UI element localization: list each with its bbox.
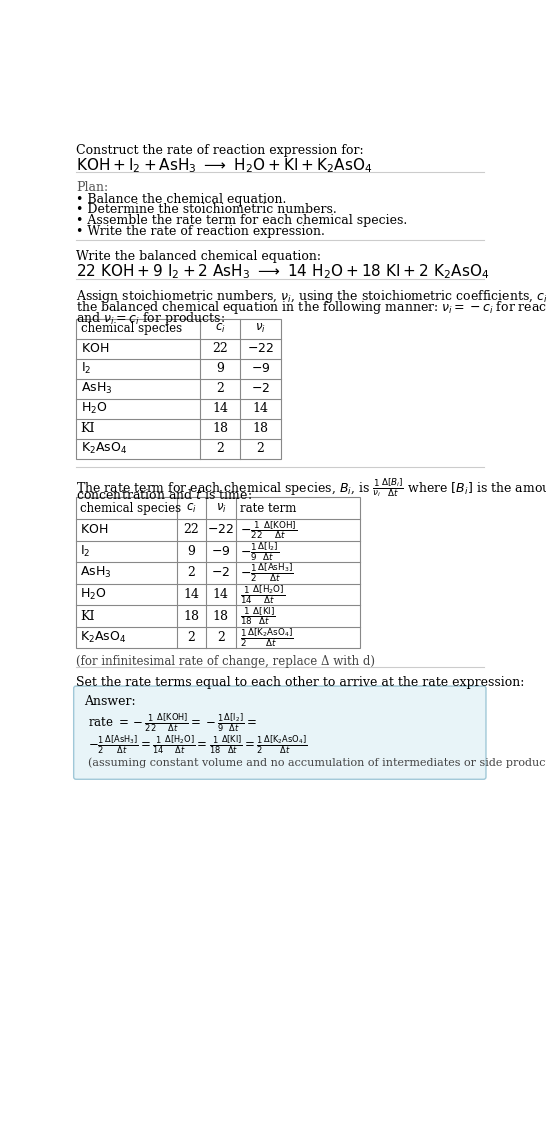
Text: $-\frac{1}{22}\frac{\Delta[\mathrm{KOH}]}{\Delta t}$: $-\frac{1}{22}\frac{\Delta[\mathrm{KOH}]…	[240, 519, 298, 541]
Text: rate $= -\frac{1}{22}\frac{\Delta[\mathrm{KOH}]}{\Delta t} = -\frac{1}{9}\frac{\: rate $= -\frac{1}{22}\frac{\Delta[\mathr…	[88, 711, 257, 734]
Text: 2: 2	[257, 442, 264, 456]
Text: $\frac{1}{18}\frac{\Delta[\mathrm{KI}]}{\Delta t}$: $\frac{1}{18}\frac{\Delta[\mathrm{KI}]}{…	[240, 605, 276, 627]
Text: and $\nu_i = c_i$ for products:: and $\nu_i = c_i$ for products:	[76, 310, 225, 326]
Text: (for infinitesimal rate of change, replace Δ with d): (for infinitesimal rate of change, repla…	[76, 654, 375, 668]
Text: $\mathrm{KOH}$: $\mathrm{KOH}$	[80, 524, 108, 536]
Text: 18: 18	[212, 423, 228, 435]
Text: 14: 14	[213, 588, 229, 601]
Text: KI: KI	[80, 610, 94, 623]
Text: 2: 2	[187, 632, 195, 644]
Text: 9: 9	[187, 545, 195, 558]
Text: $-2$: $-2$	[211, 567, 230, 579]
Text: Assign stoichiometric numbers, $\nu_i$, using the stoichiometric coefficients, $: Assign stoichiometric numbers, $\nu_i$, …	[76, 289, 546, 304]
Text: $\mathrm{AsH_3}$: $\mathrm{AsH_3}$	[80, 566, 111, 580]
Text: • Write the rate of reaction expression.: • Write the rate of reaction expression.	[76, 225, 325, 237]
Text: 14: 14	[212, 402, 228, 416]
Text: • Balance the chemical equation.: • Balance the chemical equation.	[76, 192, 286, 206]
Text: • Assemble the rate term for each chemical species.: • Assemble the rate term for each chemic…	[76, 214, 407, 227]
Text: the balanced chemical equation in the following manner: $\nu_i = -c_i$ for react: the balanced chemical equation in the fo…	[76, 299, 546, 316]
Text: (assuming constant volume and no accumulation of intermediates or side products): (assuming constant volume and no accumul…	[88, 758, 546, 768]
Text: 18: 18	[252, 423, 269, 435]
Text: $\mathrm{22\ KOH + 9\ I_2 + 2\ AsH_3}$ $\longrightarrow$ $\mathrm{14\ H_2O + 18\: $\mathrm{22\ KOH + 9\ I_2 + 2\ AsH_3}$ $…	[76, 261, 489, 281]
Text: Write the balanced chemical equation:: Write the balanced chemical equation:	[76, 250, 321, 262]
Text: $\mathrm{AsH_3}$: $\mathrm{AsH_3}$	[81, 382, 112, 396]
Text: $\mathrm{H_2O}$: $\mathrm{H_2O}$	[80, 587, 106, 602]
Text: Construct the rate of reaction expression for:: Construct the rate of reaction expressio…	[76, 144, 364, 157]
Text: $\mathrm{I_2}$: $\mathrm{I_2}$	[81, 361, 91, 376]
Text: 22: 22	[183, 524, 199, 536]
Text: $\frac{1}{2}\frac{\Delta[\mathrm{K_2AsO_4}]}{\Delta t}$: $\frac{1}{2}\frac{\Delta[\mathrm{K_2AsO_…	[240, 626, 294, 649]
Text: $-22$: $-22$	[247, 342, 274, 356]
Text: $-9$: $-9$	[211, 545, 230, 558]
Text: $\mathrm{K_2AsO_4}$: $\mathrm{K_2AsO_4}$	[80, 630, 126, 645]
Text: $-\frac{1}{2}\frac{\Delta[\mathrm{AsH_3}]}{\Delta t} = \frac{1}{14}\frac{\Delta[: $-\frac{1}{2}\frac{\Delta[\mathrm{AsH_3}…	[88, 733, 308, 755]
Text: concentration and $t$ is time:: concentration and $t$ is time:	[76, 488, 252, 502]
Text: $\frac{1}{14}\frac{\Delta[\mathrm{H_2O}]}{\Delta t}$: $\frac{1}{14}\frac{\Delta[\mathrm{H_2O}]…	[240, 583, 286, 605]
Text: Set the rate terms equal to each other to arrive at the rate expression:: Set the rate terms equal to each other t…	[76, 676, 524, 690]
Text: $c_i$: $c_i$	[186, 502, 197, 515]
Text: $\mathrm{KOH + I_2 + AsH_3}$ $\longrightarrow$ $\mathrm{H_2O + KI + K_2AsO_4}$: $\mathrm{KOH + I_2 + AsH_3}$ $\longright…	[76, 157, 372, 175]
Text: • Determine the stoichiometric numbers.: • Determine the stoichiometric numbers.	[76, 203, 337, 216]
Text: $\mathrm{H_2O}$: $\mathrm{H_2O}$	[81, 401, 107, 417]
Text: $-\frac{1}{9}\frac{\Delta[\mathrm{I_2}]}{\Delta t}$: $-\frac{1}{9}\frac{\Delta[\mathrm{I_2}]}…	[240, 540, 280, 562]
Text: $\mathrm{K_2AsO_4}$: $\mathrm{K_2AsO_4}$	[81, 442, 127, 457]
Text: $\mathrm{KOH}$: $\mathrm{KOH}$	[81, 342, 109, 356]
Text: $\nu_i$: $\nu_i$	[216, 502, 227, 515]
Text: KI: KI	[81, 423, 95, 435]
Text: chemical species: chemical species	[80, 502, 181, 515]
Text: 18: 18	[213, 610, 229, 623]
FancyBboxPatch shape	[74, 686, 486, 779]
Text: 2: 2	[217, 632, 225, 644]
Text: $-9$: $-9$	[251, 362, 270, 375]
Text: Plan:: Plan:	[76, 181, 108, 194]
Text: 14: 14	[183, 588, 199, 601]
Text: $-22$: $-22$	[207, 524, 234, 536]
Bar	[76, 498, 360, 649]
Text: $\mathrm{I_2}$: $\mathrm{I_2}$	[80, 544, 90, 559]
Text: $c_i$: $c_i$	[215, 323, 225, 335]
Text: rate term: rate term	[240, 502, 296, 515]
Text: 14: 14	[252, 402, 269, 416]
Text: $-\frac{1}{2}\frac{\Delta[\mathrm{AsH_3}]}{\Delta t}$: $-\frac{1}{2}\frac{\Delta[\mathrm{AsH_3}…	[240, 561, 294, 584]
Text: The rate term for each chemical species, $B_i$, is $\frac{1}{\nu_i}\frac{\Delta[: The rate term for each chemical species,…	[76, 476, 546, 499]
Text: 2: 2	[187, 567, 195, 579]
Text: Answer:: Answer:	[84, 694, 135, 708]
Text: 2: 2	[216, 442, 224, 456]
Bar	[76, 319, 281, 459]
Text: $-2$: $-2$	[251, 383, 270, 395]
Text: chemical species: chemical species	[81, 323, 182, 335]
Text: $\nu_i$: $\nu_i$	[255, 323, 266, 335]
Text: 18: 18	[183, 610, 199, 623]
Text: 9: 9	[216, 362, 224, 375]
Text: 22: 22	[212, 342, 228, 356]
Text: 2: 2	[216, 383, 224, 395]
